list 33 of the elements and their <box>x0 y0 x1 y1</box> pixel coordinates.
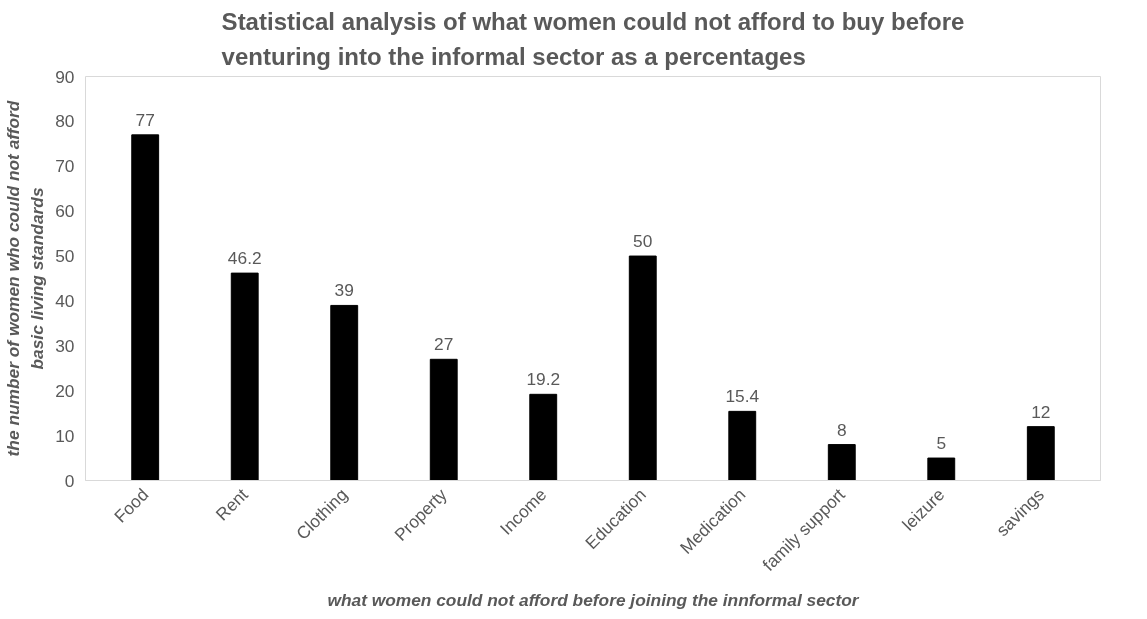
y-tick-label: 30 <box>55 335 75 356</box>
data-label: 50 <box>633 231 653 252</box>
data-label: 19.2 <box>526 369 561 390</box>
y-tick-label: 40 <box>55 290 75 311</box>
data-label: 39 <box>334 280 354 301</box>
y-axis-title: the number of women who could not afford basic living standards <box>3 100 48 457</box>
bar <box>1026 426 1055 481</box>
chart-title: Statistical analysis of what women could not afford to buy before venturing into the informal sector as a percentages <box>221 8 965 71</box>
bar <box>131 134 160 481</box>
data-label: 5 <box>936 433 947 454</box>
y-tick-label: 60 <box>55 201 75 222</box>
data-label: 8 <box>836 419 847 440</box>
data-label: 27 <box>434 334 454 355</box>
data-label: 12 <box>1031 401 1051 422</box>
y-tick-label: 10 <box>55 425 75 446</box>
bar <box>827 444 856 481</box>
y-tick-label: 50 <box>55 246 75 267</box>
data-label: 77 <box>135 109 155 130</box>
y-tick-label: 90 <box>55 66 75 87</box>
x-axis-title: what women could not afford before joining the innformal sector <box>327 589 860 610</box>
y-tick-label: 0 <box>64 470 75 491</box>
bar <box>529 393 558 481</box>
bar <box>429 358 458 481</box>
y-tick-label: 20 <box>55 380 75 401</box>
data-label: 46.2 <box>227 248 262 269</box>
bar <box>927 457 956 481</box>
bar <box>628 255 657 481</box>
y-tick-label: 80 <box>55 111 75 132</box>
bar <box>230 272 259 481</box>
y-tick-label: 70 <box>55 156 75 177</box>
data-label: 15.4 <box>725 386 760 407</box>
bar <box>728 410 757 481</box>
bar <box>330 304 359 481</box>
